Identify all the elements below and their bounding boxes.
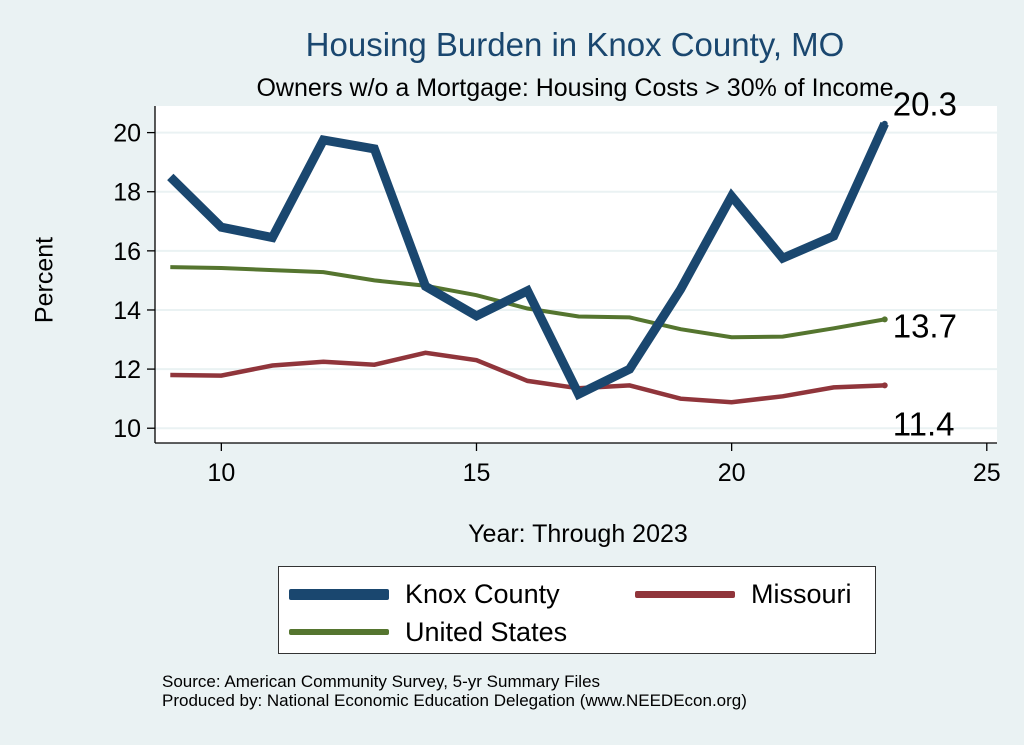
legend-label-knox-county: Knox County: [405, 578, 560, 609]
end-label-knox-county: 20.3: [893, 86, 957, 123]
x-axis-label: Year: Through 2023: [468, 520, 688, 548]
legend-item-united-states: United States: [289, 615, 567, 649]
legend: Knox County Missouri United States: [278, 566, 876, 654]
series-line-missouri: [170, 350, 885, 405]
producer-line: Produced by: National Economic Education…: [162, 691, 747, 710]
series-line-united-states: [170, 265, 886, 340]
end-label-missouri: 11.4: [893, 405, 955, 442]
y-tick-label-12: 12: [113, 356, 141, 384]
x-tick-label-15: 15: [463, 459, 491, 487]
x-tick-label-20: 20: [718, 459, 746, 487]
y-tick-label-10: 10: [113, 415, 141, 443]
legend-item-knox-county: Knox County: [289, 577, 560, 611]
series-layer: [167, 120, 889, 405]
y-tick-label-14: 14: [113, 297, 141, 325]
end-label-united-states: 13.7: [893, 307, 957, 344]
legend-swatch-knox-county: [289, 588, 389, 600]
series-end-marker-knox-county: [881, 120, 888, 127]
source-line: Source: American Community Survey, 5-yr …: [162, 672, 601, 691]
legend-swatch-missouri: [635, 590, 735, 598]
y-tick-label-20: 20: [113, 120, 141, 148]
x-tick-label-10: 10: [207, 459, 235, 487]
series-line-knox-county: [167, 121, 889, 401]
x-tick-label-25: 25: [973, 459, 1001, 487]
legend-label-missouri: Missouri: [751, 578, 852, 609]
chart-title: Housing Burden in Knox County, MO: [305, 26, 845, 63]
series-end-marker-united-states: [881, 316, 888, 323]
axes: 10 12 14 16 18 20 10 15 20 25: [113, 106, 1001, 487]
chart-subtitle: Owners w/o a Mortgage: Housing Costs > 3…: [256, 74, 894, 102]
source-note: Source: American Community Survey, 5-yr …: [162, 672, 747, 710]
y-tick-label-16: 16: [113, 238, 141, 266]
y-tick-label-18: 18: [113, 179, 141, 207]
legend-label-united-states: United States: [405, 616, 568, 647]
series-end-marker-missouri: [881, 382, 888, 389]
legend-item-missouri: Missouri: [635, 577, 852, 611]
legend-swatch-united-states: [289, 629, 389, 635]
line-chart: 10 12 14 16 18 20 10 15 20 25 20.3 11.4 13.7: [113, 86, 1001, 487]
end-labels: 20.3 11.4 13.7: [893, 86, 957, 443]
